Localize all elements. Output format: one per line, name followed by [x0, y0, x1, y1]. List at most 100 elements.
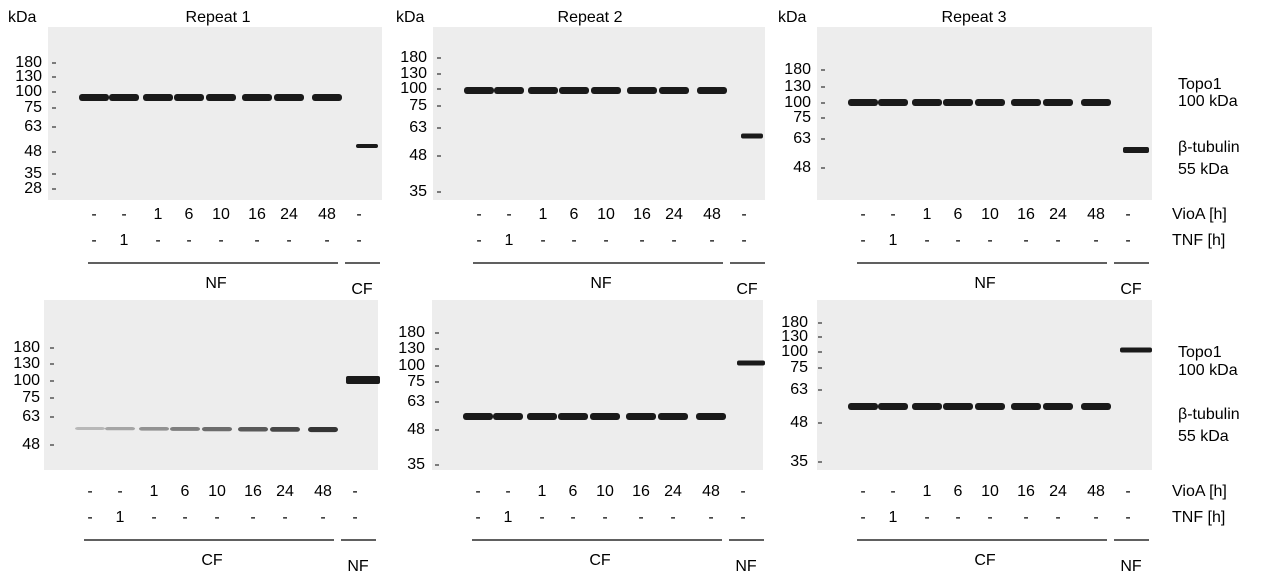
tnf-lane-label: - [1023, 509, 1028, 526]
marker-label: 75 [407, 373, 425, 390]
tnf-lane-label: - [639, 232, 644, 249]
tnf-lane-label: - [987, 232, 992, 249]
protein-band [312, 94, 342, 101]
marker-label: 130 [400, 65, 427, 82]
vioa-lane-label: - [356, 206, 361, 223]
protein-band [174, 94, 204, 101]
marker-label: 130 [15, 68, 42, 85]
panel-title: Repeat 2 [558, 9, 623, 26]
protein-band [943, 99, 973, 106]
vioa-lane-label: 16 [244, 483, 262, 500]
tnf-lane-label: - [741, 232, 746, 249]
tnf-lane-label: - [955, 232, 960, 249]
protein-band [1081, 403, 1111, 410]
unit-label: kDa [8, 9, 37, 26]
tnf-lane-label: - [670, 509, 675, 526]
tnf-lane-label: - [182, 509, 187, 526]
vioa-lane-label: 24 [280, 206, 298, 223]
vioa-lane-label: 24 [1049, 483, 1067, 500]
vioa-lane-label: 10 [212, 206, 230, 223]
tnf-lane-label: - [155, 232, 160, 249]
protein-band [494, 87, 524, 94]
side-fraction-label: NF [347, 558, 369, 575]
marker-label: 130 [784, 78, 811, 95]
marker-label: 63 [793, 130, 811, 147]
protein-band [912, 99, 942, 106]
protein-band [206, 94, 236, 101]
tnf-lane-label: - [352, 509, 357, 526]
vioa-lane-label: 16 [633, 206, 651, 223]
protein-band [170, 427, 200, 431]
tnf-lane-label: - [924, 509, 929, 526]
protein-band [270, 427, 300, 432]
blot-membrane [433, 27, 765, 200]
protein-band [1123, 147, 1149, 153]
side-fraction-label: CF [351, 281, 373, 298]
marker-label: 100 [398, 357, 425, 374]
marker-label: 35 [24, 165, 42, 182]
vioa-lane-label: - [121, 206, 126, 223]
marker-label: 75 [409, 97, 427, 114]
protein-band [346, 376, 380, 384]
protein-band [238, 427, 268, 432]
protein-band [696, 413, 726, 420]
marker-label: 63 [790, 381, 808, 398]
protein-band [975, 403, 1005, 410]
protein-band [627, 87, 657, 94]
tnf-lane-label: - [286, 232, 291, 249]
tnf-lane-label: - [709, 232, 714, 249]
vioa-lane-label: - [890, 206, 895, 223]
marker-label: 35 [790, 453, 808, 470]
marker-label: 100 [784, 94, 811, 111]
marker-label: 180 [400, 49, 427, 66]
main-fraction-label: CF [974, 552, 996, 569]
vioa-lane-label: 16 [248, 206, 266, 223]
marker-label: 48 [24, 143, 42, 160]
marker-label: 63 [24, 118, 42, 135]
tnf-lane-label: - [860, 232, 865, 249]
marker-label: 63 [22, 408, 40, 425]
tnf-lane-label: - [1055, 232, 1060, 249]
tnf-lane-label: - [1023, 232, 1028, 249]
marker-label: 35 [409, 183, 427, 200]
marker-label: 48 [409, 147, 427, 164]
vioa-lane-label: 10 [981, 206, 999, 223]
blot-membrane [48, 27, 382, 200]
protein-band [558, 413, 588, 420]
protein-band [105, 427, 135, 431]
marker-label: 180 [784, 61, 811, 78]
unit-label: kDa [396, 9, 425, 26]
protein-band [527, 413, 557, 420]
tnf-lane-label: - [603, 232, 608, 249]
protein-band [242, 94, 272, 101]
vioa-lane-label: - [91, 206, 96, 223]
vioa-lane-label: 6 [954, 206, 963, 223]
blot-membrane [817, 300, 1152, 470]
tnf-lane-label: - [571, 232, 576, 249]
panel-title: Repeat 3 [942, 9, 1007, 26]
marker-label: 75 [24, 99, 42, 116]
tnf-lane-label: - [476, 232, 481, 249]
protein-band [1043, 99, 1073, 106]
blot-membrane [432, 300, 763, 470]
protein-band [848, 99, 878, 106]
marker-label: 130 [398, 340, 425, 357]
marker-label: 100 [400, 80, 427, 97]
vioa-lane-label: 10 [981, 483, 999, 500]
tnf-lane-label: - [602, 509, 607, 526]
vioa-lane-label: 1 [538, 483, 547, 500]
tnf-lane-label: - [708, 509, 713, 526]
marker-label: 100 [781, 343, 808, 360]
protein-band [559, 87, 589, 94]
vioa-lane-label: 48 [702, 483, 720, 500]
tnf-lane-label: - [87, 509, 92, 526]
tnf-lane-label: - [1055, 509, 1060, 526]
protein-band [912, 403, 942, 410]
tnf-lane-label: - [1125, 232, 1130, 249]
protein-band [1011, 403, 1041, 410]
vioa-lane-label: 6 [570, 206, 579, 223]
tnf-lane-label: - [151, 509, 156, 526]
vioa-lane-label: 6 [954, 483, 963, 500]
main-fraction-label: NF [590, 275, 612, 292]
protein-band [1043, 403, 1073, 410]
